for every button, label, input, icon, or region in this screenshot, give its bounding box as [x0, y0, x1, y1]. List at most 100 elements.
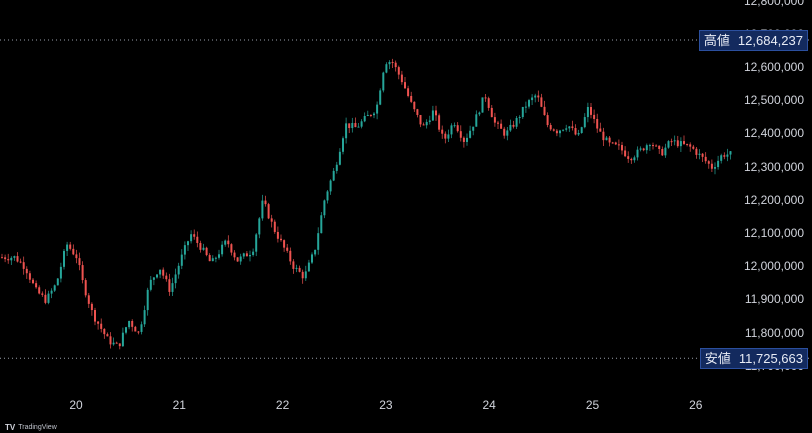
low-price-label: 安値 11,725,663: [699, 348, 808, 370]
candle-body: [25, 268, 28, 274]
y-tick-label: 12,800,000: [743, 0, 804, 8]
candle-body: [351, 122, 354, 129]
candle-body: [497, 122, 499, 124]
candle-body: [152, 277, 155, 280]
candle-body: [627, 156, 630, 159]
candle-body: [717, 160, 720, 168]
candle-body: [425, 121, 428, 126]
candle-body: [490, 107, 493, 118]
candle-body: [109, 336, 112, 345]
candle-body: [50, 290, 53, 294]
candle-body: [574, 128, 577, 135]
candle-body: [540, 97, 543, 107]
candle-body: [466, 137, 468, 142]
candle-body: [81, 265, 84, 281]
candle-body: [667, 141, 670, 148]
candle-body: [605, 137, 608, 141]
x-tick-label: 24: [482, 398, 496, 412]
candle-body: [400, 74, 403, 83]
candle-body: [521, 106, 524, 118]
candle-body: [503, 128, 506, 136]
candle-body: [633, 157, 636, 161]
candle-body: [586, 106, 589, 118]
candle-body: [543, 106, 546, 116]
candle-body: [602, 131, 605, 141]
candle-body: [115, 342, 118, 344]
candle-body: [515, 118, 518, 127]
candle-body: [165, 275, 168, 280]
candle-body: [295, 267, 298, 269]
candle-body: [431, 110, 434, 121]
candle-body: [723, 155, 726, 157]
candle-body: [568, 126, 571, 129]
candle-body: [289, 250, 292, 262]
candle-body: [7, 259, 10, 261]
candle-body: [317, 233, 320, 250]
candle-body: [695, 148, 698, 155]
candle-body: [53, 285, 56, 291]
candle-body: [683, 141, 685, 144]
low-label-value: 11,725,663: [738, 351, 803, 367]
candle-body: [624, 150, 627, 157]
y-tick-label: 12,100,000: [743, 226, 804, 240]
candle-body: [214, 257, 217, 259]
candle-body: [648, 145, 651, 147]
candle-body: [264, 200, 267, 205]
candle-body: [187, 241, 189, 246]
y-tick-label: 12,000,000: [743, 259, 804, 274]
candle-body: [475, 114, 478, 127]
candle-body: [580, 127, 583, 134]
candle-body: [249, 255, 251, 257]
y-tick-label: 12,500,000: [743, 93, 804, 108]
candle-body: [360, 121, 363, 127]
candle-body: [13, 256, 16, 258]
candle-body: [462, 137, 465, 142]
candle-body: [134, 326, 137, 332]
x-tick-label: 26: [689, 398, 703, 412]
candle-body: [484, 97, 487, 99]
candle-body: [438, 115, 441, 130]
candle-body: [435, 110, 437, 116]
candle-body: [614, 142, 617, 145]
candle-body: [676, 140, 679, 147]
candle-body: [280, 238, 282, 241]
candle-body: [140, 324, 143, 332]
candle-body: [583, 117, 586, 128]
candle-body: [593, 114, 596, 119]
candle-body: [137, 331, 140, 333]
candle-body: [354, 122, 357, 128]
candle-body: [301, 271, 304, 279]
candle-body: [357, 126, 360, 128]
high-label-text: 高値: [703, 33, 730, 49]
candle-body: [704, 156, 707, 162]
candle-body: [394, 62, 397, 68]
candle-body: [19, 261, 22, 263]
candle-body: [382, 72, 385, 91]
candle-body: [701, 153, 704, 157]
candle-body: [63, 250, 65, 267]
candle-body: [456, 125, 459, 132]
candle-body: [410, 95, 413, 102]
candle-body: [84, 280, 87, 296]
candle-body: [512, 124, 515, 127]
candle-body: [112, 342, 115, 345]
tradingview-logo-icon: TV: [5, 423, 16, 432]
candle-body: [698, 153, 701, 155]
candle-body: [35, 283, 38, 288]
candle-body: [125, 327, 127, 333]
candle-body: [500, 123, 503, 129]
low-label-text: 安値: [704, 351, 731, 367]
tradingview-footer[interactable]: TV TradingView: [5, 423, 57, 432]
candle-body: [4, 257, 7, 260]
candle-body: [245, 253, 248, 257]
candle-body: [230, 244, 233, 253]
candle-body: [664, 147, 667, 156]
candle-body: [714, 167, 716, 169]
high-label-value: 12,684,237: [737, 33, 803, 49]
candle-body: [509, 124, 512, 131]
candle-body: [41, 293, 44, 295]
candle-body: [506, 130, 509, 136]
candles-group: [1, 58, 732, 350]
candle-body: [469, 130, 472, 138]
